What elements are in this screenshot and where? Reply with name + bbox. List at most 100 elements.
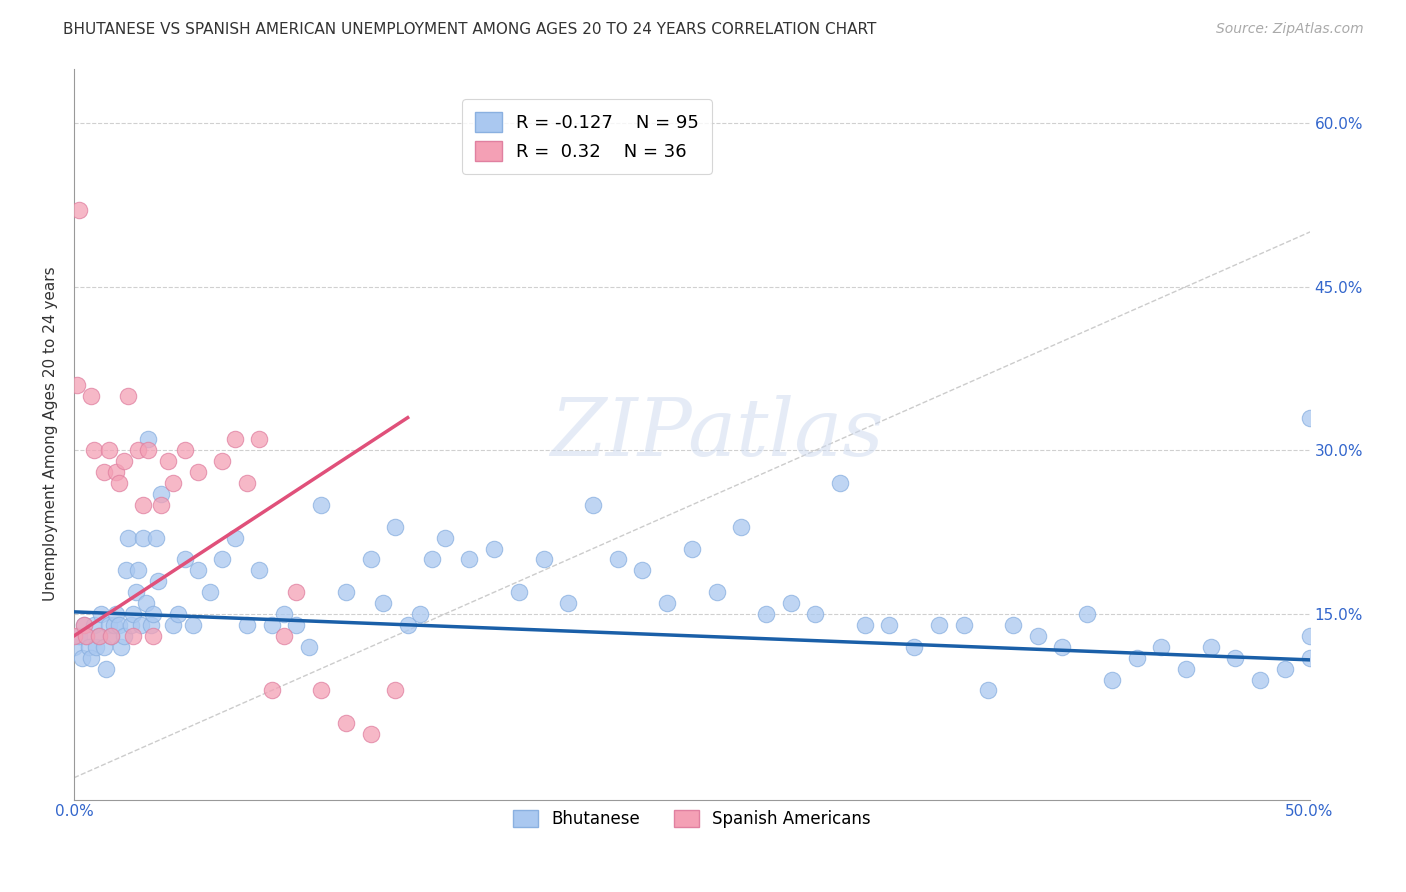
Point <box>606 552 628 566</box>
Point <box>90 607 112 621</box>
Point <box>149 487 172 501</box>
Point <box>67 629 90 643</box>
Point <box>97 443 120 458</box>
Point <box>132 531 155 545</box>
Point <box>1125 650 1147 665</box>
Point <box>928 618 950 632</box>
Point <box>1199 640 1222 654</box>
Point <box>132 498 155 512</box>
Point <box>136 433 159 447</box>
Point <box>828 476 851 491</box>
Point <box>360 727 382 741</box>
Point <box>1298 629 1320 643</box>
Point <box>87 629 110 643</box>
Point <box>149 498 172 512</box>
Text: ZIPatlas: ZIPatlas <box>550 395 883 473</box>
Point <box>80 389 103 403</box>
Point <box>335 716 357 731</box>
Point <box>779 596 801 610</box>
Point <box>63 640 86 654</box>
Point <box>120 618 142 632</box>
Point <box>142 629 165 643</box>
Point <box>977 683 1000 698</box>
Point <box>135 596 157 610</box>
Point <box>97 618 120 632</box>
Y-axis label: Unemployment Among Ages 20 to 24 years: Unemployment Among Ages 20 to 24 years <box>44 267 58 601</box>
Point <box>1298 410 1320 425</box>
Point <box>260 683 283 698</box>
Point <box>1101 673 1123 687</box>
Point <box>681 541 703 556</box>
Point <box>162 476 184 491</box>
Point <box>433 531 456 545</box>
Point <box>80 650 103 665</box>
Point <box>804 607 827 621</box>
Point <box>105 607 128 621</box>
Point <box>100 629 122 643</box>
Point <box>96 662 118 676</box>
Point <box>236 476 259 491</box>
Point <box>110 640 132 654</box>
Point <box>655 596 678 610</box>
Point <box>224 433 246 447</box>
Point <box>112 629 135 643</box>
Point <box>236 618 259 632</box>
Point <box>309 683 332 698</box>
Point <box>73 618 96 632</box>
Point <box>129 618 152 632</box>
Point <box>145 531 167 545</box>
Point <box>75 629 97 643</box>
Point <box>117 389 139 403</box>
Point <box>174 552 197 566</box>
Point <box>83 618 105 632</box>
Point <box>396 618 419 632</box>
Point <box>952 618 974 632</box>
Point <box>285 618 308 632</box>
Point <box>162 618 184 632</box>
Point <box>100 629 122 643</box>
Point <box>75 629 97 643</box>
Point <box>1225 650 1247 665</box>
Point <box>247 563 270 577</box>
Point <box>142 607 165 621</box>
Point <box>879 618 901 632</box>
Point <box>1298 650 1320 665</box>
Point <box>755 607 778 621</box>
Point <box>224 531 246 545</box>
Point <box>86 640 108 654</box>
Point <box>1150 640 1173 654</box>
Point <box>247 433 270 447</box>
Point <box>112 454 135 468</box>
Point <box>1249 673 1271 687</box>
Point <box>115 563 138 577</box>
Point <box>211 552 233 566</box>
Point <box>187 465 209 479</box>
Point <box>1001 618 1024 632</box>
Point <box>309 498 332 512</box>
Point <box>93 640 115 654</box>
Point <box>273 629 295 643</box>
Point <box>903 640 925 654</box>
Point <box>730 520 752 534</box>
Point <box>371 596 394 610</box>
Point <box>67 203 90 218</box>
Point <box>122 629 145 643</box>
Point <box>582 498 605 512</box>
Point <box>117 531 139 545</box>
Point <box>482 541 505 556</box>
Point <box>127 443 149 458</box>
Point <box>384 683 406 698</box>
Point <box>146 574 169 589</box>
Point <box>335 585 357 599</box>
Point <box>198 585 221 599</box>
Point <box>187 563 209 577</box>
Point <box>167 607 190 621</box>
Point <box>127 563 149 577</box>
Point <box>125 585 148 599</box>
Point <box>631 563 654 577</box>
Point <box>298 640 321 654</box>
Point <box>103 618 125 632</box>
Point <box>181 618 204 632</box>
Point <box>105 465 128 479</box>
Point <box>136 443 159 458</box>
